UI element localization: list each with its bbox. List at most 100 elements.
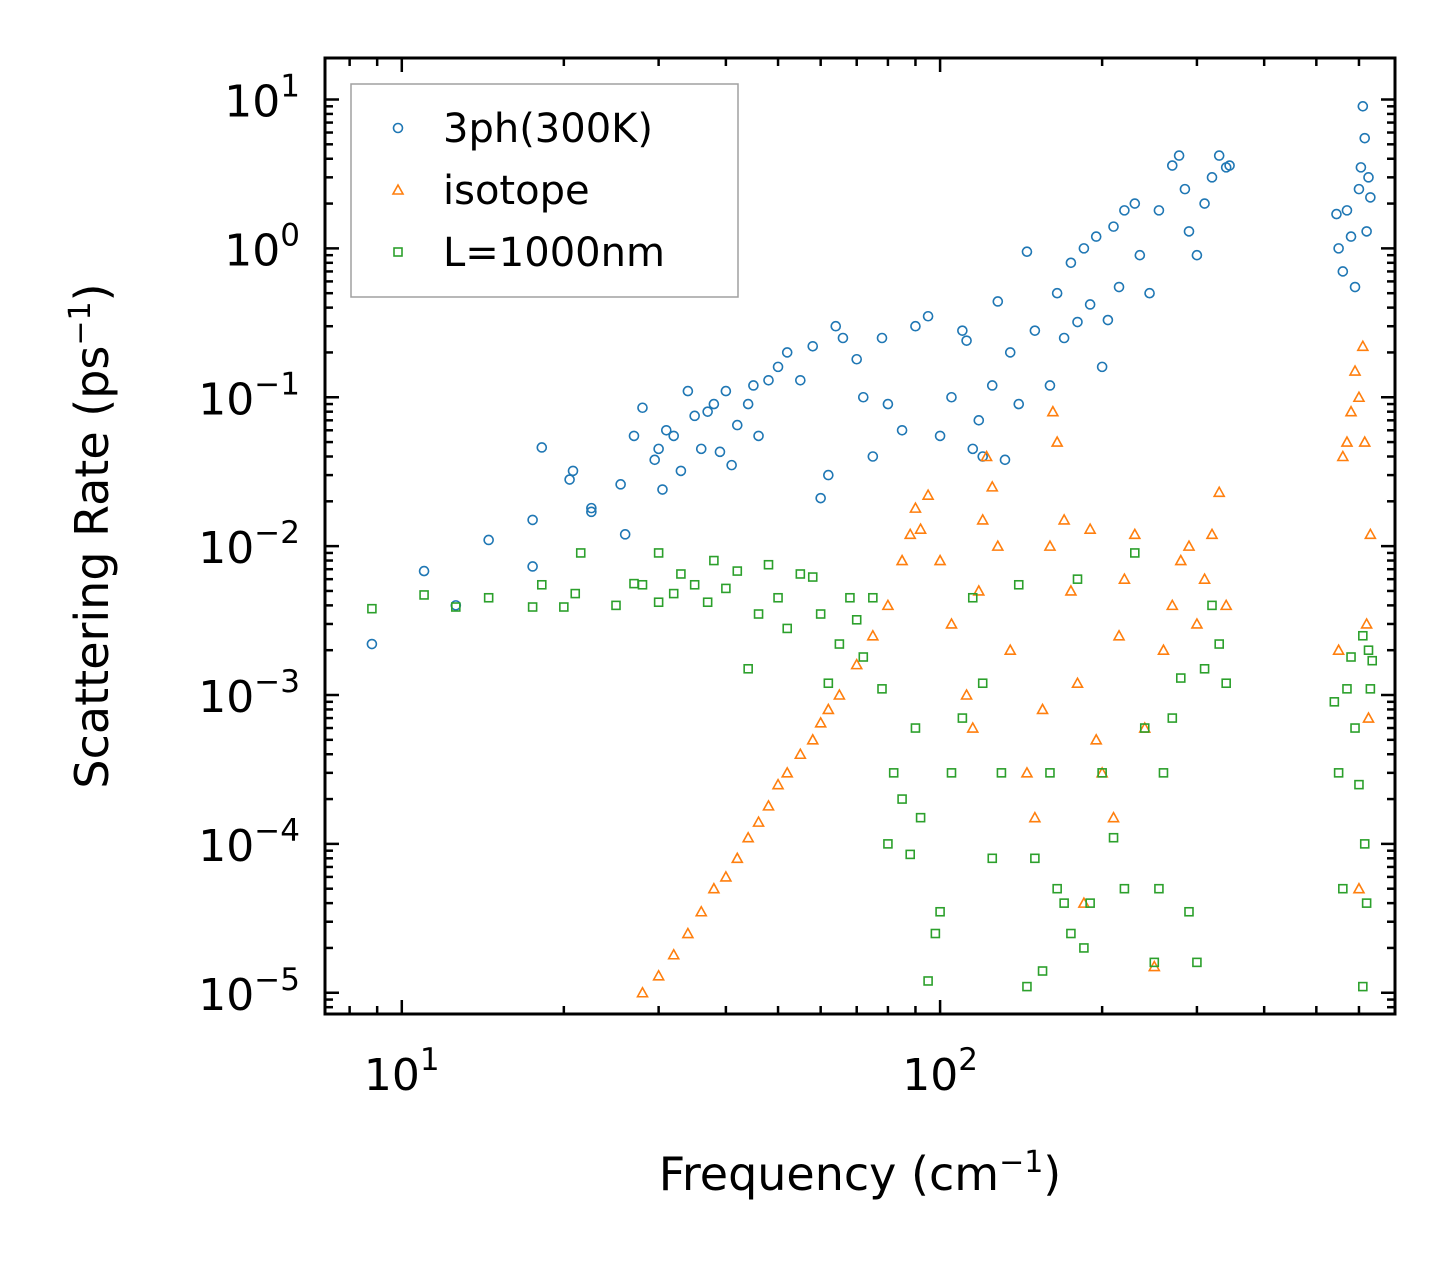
data-point bbox=[1065, 257, 1077, 269]
data-point bbox=[1066, 928, 1076, 939]
data-point bbox=[772, 361, 784, 373]
data-point bbox=[1363, 645, 1374, 655]
data-point bbox=[1085, 898, 1095, 908]
y-tick-label: 10−4 bbox=[198, 813, 300, 872]
data-point bbox=[1029, 325, 1041, 336]
data-point bbox=[668, 430, 680, 442]
data-point bbox=[714, 446, 726, 458]
data-point bbox=[762, 799, 775, 811]
data-point bbox=[702, 597, 713, 608]
y-tick-label: 10−5 bbox=[198, 962, 300, 1021]
data-point bbox=[834, 639, 845, 649]
data-point bbox=[868, 592, 878, 603]
data-point bbox=[1045, 768, 1055, 778]
data-point bbox=[1349, 281, 1361, 293]
data-point bbox=[1346, 652, 1356, 662]
data-point bbox=[619, 529, 631, 540]
data-point bbox=[667, 948, 681, 960]
data-point bbox=[1338, 883, 1348, 894]
data-point bbox=[527, 602, 538, 612]
data-point bbox=[773, 592, 783, 603]
data-point bbox=[1072, 574, 1083, 584]
data-point bbox=[910, 723, 921, 733]
data-point bbox=[720, 385, 732, 397]
data-point bbox=[682, 385, 694, 397]
data-point bbox=[850, 657, 864, 670]
data-point bbox=[914, 522, 927, 534]
x-axis-title: Frequency (cm−1) bbox=[659, 1145, 1062, 1201]
data-point bbox=[1213, 150, 1225, 161]
legend-entry: L=1000nm bbox=[393, 230, 665, 276]
data-point bbox=[702, 406, 713, 417]
data-point bbox=[367, 603, 377, 614]
data-point bbox=[877, 684, 887, 694]
data-point bbox=[753, 609, 764, 619]
data-point bbox=[1044, 380, 1056, 391]
data-point bbox=[946, 391, 957, 403]
data-point bbox=[1184, 906, 1194, 917]
data-point bbox=[999, 454, 1011, 466]
data-point bbox=[527, 561, 538, 572]
data-point bbox=[980, 449, 993, 462]
legend-marker bbox=[392, 122, 404, 134]
data-point bbox=[1183, 226, 1195, 237]
data-point bbox=[1158, 768, 1169, 778]
data-point bbox=[930, 928, 941, 939]
data-point bbox=[1192, 957, 1202, 968]
data-point bbox=[1342, 684, 1352, 694]
data-point bbox=[771, 777, 785, 790]
data-point bbox=[1058, 332, 1070, 344]
data-point bbox=[1198, 572, 1211, 584]
data-point bbox=[814, 716, 828, 728]
data-point bbox=[681, 926, 695, 939]
data-point bbox=[1205, 527, 1219, 540]
legend: 3ph(300K) isotope L=1000nm bbox=[350, 83, 739, 298]
y-tick-label: 101 bbox=[224, 68, 300, 127]
data-point bbox=[1199, 663, 1210, 674]
data-point bbox=[1113, 281, 1125, 293]
data-point bbox=[922, 310, 934, 322]
data-point bbox=[527, 514, 538, 526]
data-point bbox=[1353, 183, 1365, 195]
data-point bbox=[689, 579, 700, 590]
data-point bbox=[1084, 299, 1096, 310]
data-point bbox=[1022, 981, 1032, 992]
data-point bbox=[483, 534, 494, 546]
data-point bbox=[976, 513, 990, 525]
data-point bbox=[1207, 600, 1217, 611]
data-point bbox=[731, 419, 743, 431]
data-point bbox=[748, 380, 759, 391]
data-point bbox=[1214, 639, 1225, 649]
data-point bbox=[866, 629, 880, 641]
data-point bbox=[945, 617, 958, 629]
data-point bbox=[845, 592, 855, 603]
data-point bbox=[1358, 981, 1368, 992]
data-point bbox=[1051, 287, 1063, 299]
data-point bbox=[1333, 243, 1344, 254]
data-point bbox=[972, 584, 986, 596]
data-point bbox=[882, 398, 894, 410]
data-point bbox=[821, 702, 835, 715]
data-point bbox=[1108, 221, 1119, 232]
data-point bbox=[1020, 766, 1034, 778]
data-point bbox=[1337, 266, 1349, 277]
data-point bbox=[921, 488, 935, 500]
data-point bbox=[1112, 629, 1126, 641]
data-point bbox=[707, 882, 721, 894]
data-point bbox=[1361, 898, 1372, 908]
data-point bbox=[1344, 405, 1358, 417]
data-point bbox=[708, 398, 720, 410]
data-point bbox=[1367, 655, 1378, 666]
data-point bbox=[1013, 579, 1024, 590]
data-point bbox=[895, 553, 909, 566]
data-point bbox=[1071, 676, 1084, 689]
data-point bbox=[1139, 723, 1150, 733]
data-point bbox=[934, 430, 946, 442]
data-point bbox=[732, 566, 743, 576]
x-tick-labels: 101 102 bbox=[364, 1042, 978, 1101]
series-1 bbox=[366, 101, 1376, 650]
data-point bbox=[991, 539, 1005, 551]
legend-frame bbox=[350, 83, 739, 298]
data-point bbox=[719, 870, 733, 882]
data-point bbox=[833, 688, 846, 700]
